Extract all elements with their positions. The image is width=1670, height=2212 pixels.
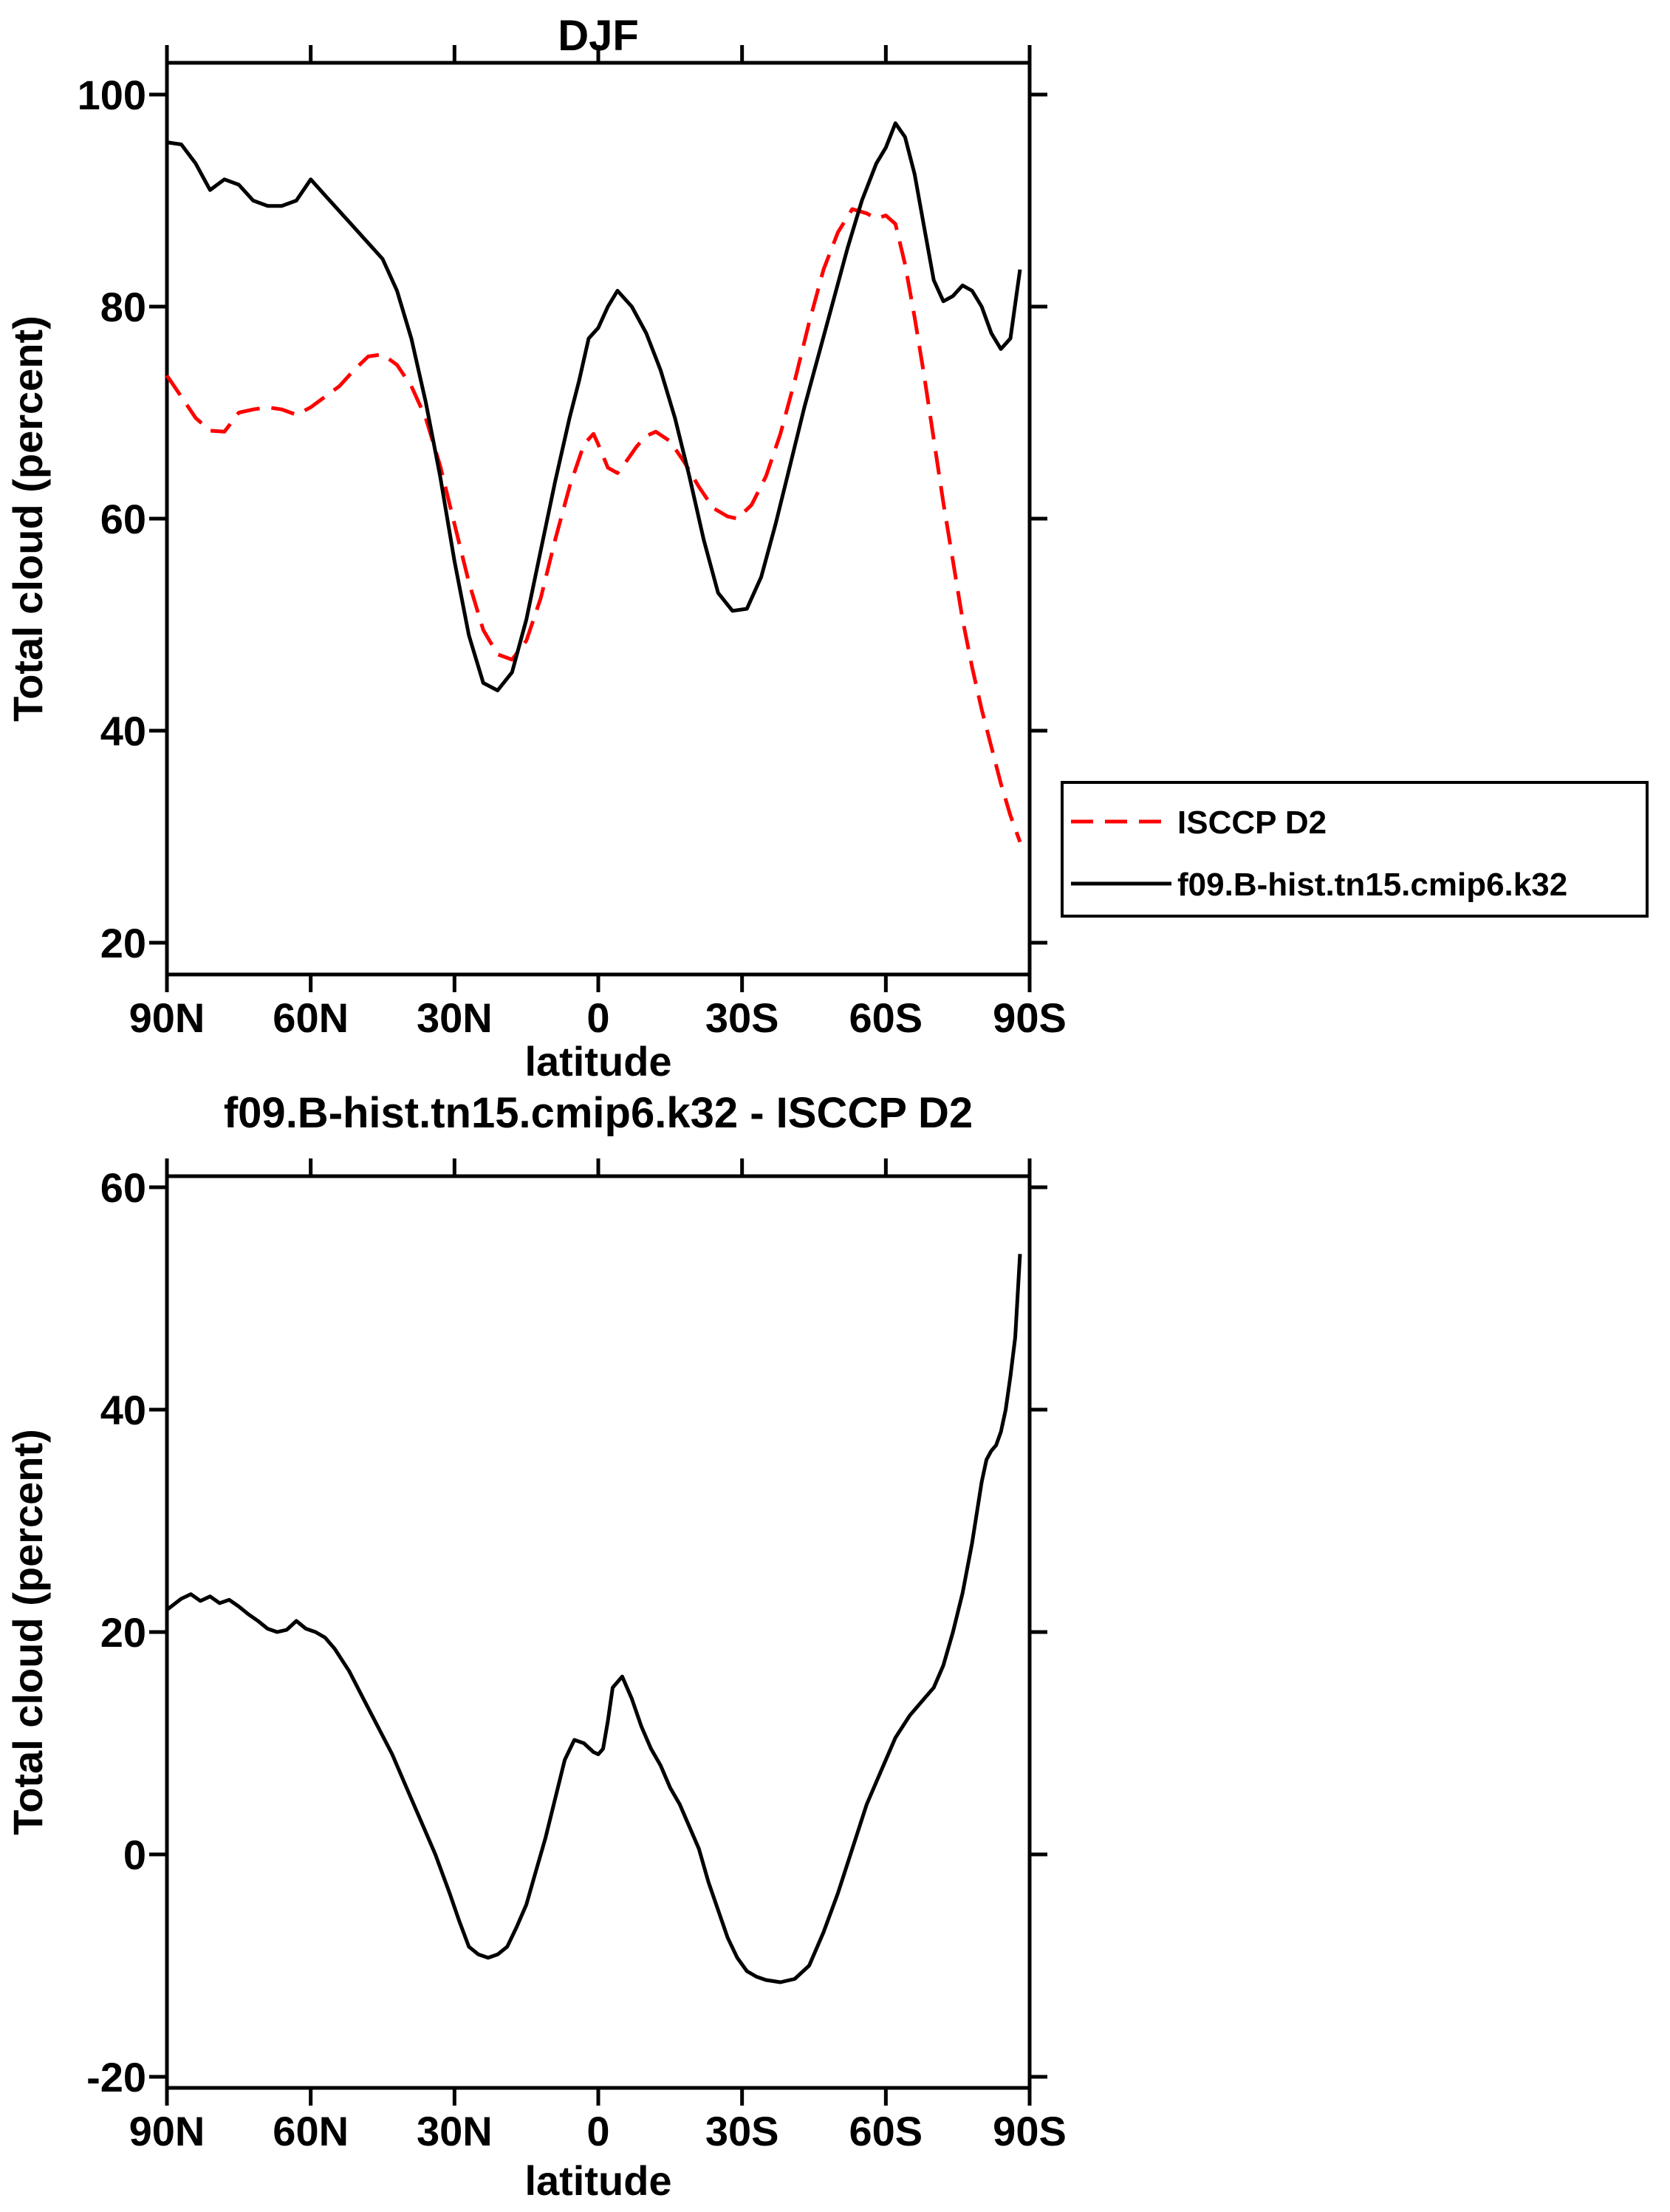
y-tick-label: -20 [86, 2054, 146, 2100]
y-tick-label: 20 [100, 1609, 146, 1656]
top-chart-y-axis-label: Total cloud (percent) [4, 315, 51, 722]
x-tick-label: 0 [586, 994, 609, 1041]
y-tick-label: 40 [100, 708, 146, 754]
x-tick-label: 60N [273, 2108, 349, 2154]
legend-box [1061, 781, 1649, 918]
x-tick-label: 30S [705, 2108, 779, 2154]
y-tick-label: 80 [100, 284, 146, 330]
x-tick-label: 90S [993, 994, 1067, 1041]
series-line-model [166, 121, 1022, 692]
bottom-chart-y-axis-label: Total cloud (percent) [4, 1429, 51, 1835]
x-tick-label: 90N [129, 2108, 205, 2154]
x-tick-label: 60S [849, 2108, 923, 2154]
top-chart-title: DJF [558, 12, 639, 60]
x-tick-label: 30S [705, 994, 779, 1041]
x-tick-label: 0 [586, 2108, 609, 2154]
series-line-obs [165, 207, 1022, 843]
bottom-chart-title: f09.B-hist.tn15.cmip6.k32 - ISCCP D2 [223, 1089, 973, 1137]
y-tick-label: 60 [100, 1164, 146, 1211]
x-tick-label: 90S [993, 2108, 1067, 2154]
legend-label: ISCCP D2 [1177, 805, 1327, 841]
x-tick-label: 90N [129, 994, 205, 1041]
plot-frame [165, 1174, 1032, 2090]
y-tick-label: 20 [100, 920, 146, 966]
x-tick-label: 30N [417, 2108, 493, 2154]
bottom-chart-x-axis-label: latitude [524, 2157, 672, 2204]
legend-label: f09.B-hist.tn15.cmip6.k32 [1177, 867, 1567, 903]
x-tick-label: 60S [849, 994, 923, 1041]
x-tick-label: 30N [417, 994, 493, 1041]
top-chart-x-axis-label: latitude [524, 1038, 672, 1085]
chart-panel-1: 90N 60N 30N 0 30S 60S 90S -20 0 20 40 60 [86, 1158, 1067, 2154]
series-line-model [165, 1254, 1022, 1984]
y-tick-label: 60 [100, 496, 146, 542]
y-tick-label: 40 [100, 1387, 146, 1433]
x-tick-label: 60N [273, 994, 349, 1041]
chart-panel-0: 90N 60N 30N 0 30S 60S 90S 20 40 60 80 100 ISCCP D2 f0… [78, 45, 1649, 1041]
y-tick-label: 100 [78, 72, 146, 118]
y-tick-label: 0 [123, 1832, 146, 1878]
